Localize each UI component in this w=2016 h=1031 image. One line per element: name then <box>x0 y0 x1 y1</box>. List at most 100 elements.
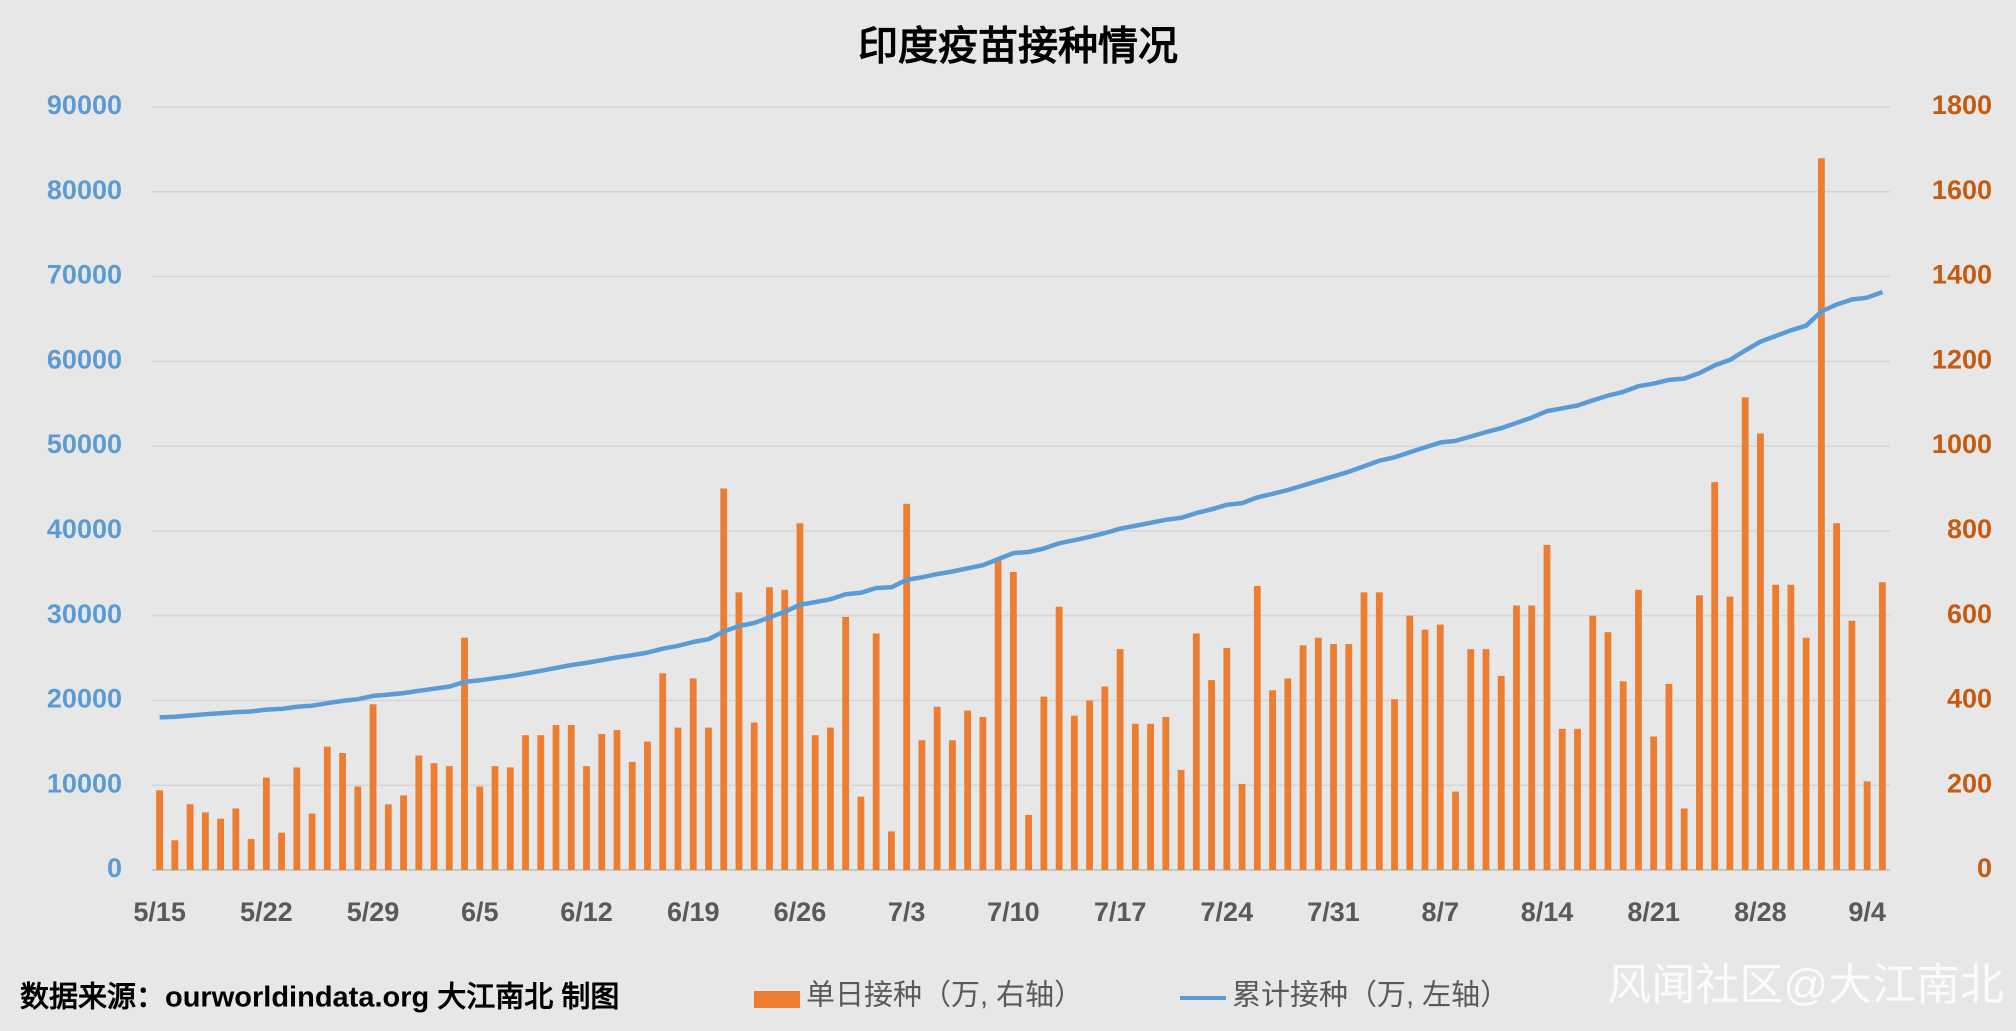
source-note: 数据来源：ourworldindata.org 大江南北 制图 <box>20 981 619 1014</box>
y2-tick-label: 400 <box>1947 684 1992 714</box>
bar <box>1757 433 1764 870</box>
bar <box>1208 680 1215 870</box>
bar <box>1101 686 1109 870</box>
bar <box>537 735 545 870</box>
bar <box>796 523 804 870</box>
y-tick-label: 50000 <box>47 429 122 459</box>
x-tick-label: 6/5 <box>461 897 499 927</box>
bar <box>918 740 926 870</box>
legend-label: 单日接种（万, 右轴） <box>806 979 1083 1012</box>
bar <box>827 727 834 870</box>
bar <box>461 637 468 870</box>
bar <box>384 804 392 870</box>
bar <box>903 503 911 870</box>
bar <box>1192 633 1200 870</box>
bar <box>1025 814 1033 870</box>
bar <box>415 755 423 870</box>
bar <box>750 722 758 870</box>
bar <box>491 766 499 870</box>
bar <box>720 488 728 870</box>
y2-tick-label: 0 <box>1977 853 1992 883</box>
bar <box>1162 716 1170 870</box>
bar <box>1848 620 1856 870</box>
bar <box>735 592 743 870</box>
bar <box>1543 544 1551 870</box>
bar <box>552 725 560 870</box>
bar <box>964 710 972 870</box>
bar <box>186 804 194 870</box>
bar <box>1696 595 1703 870</box>
y2-tick-label: 800 <box>1947 514 1992 544</box>
bar <box>1452 791 1459 870</box>
bar <box>522 735 529 870</box>
bar <box>1467 649 1475 870</box>
bar <box>1391 699 1398 870</box>
bar <box>1726 596 1734 870</box>
y2-tick-label: 200 <box>1947 768 1992 798</box>
bar <box>1009 572 1017 870</box>
bar <box>1055 606 1063 870</box>
bar <box>293 767 301 870</box>
bar <box>1421 629 1429 870</box>
bar <box>1650 736 1658 870</box>
bar <box>644 741 651 870</box>
bar <box>1680 808 1688 870</box>
bar <box>278 832 285 870</box>
bar <box>1238 783 1246 870</box>
y2-tick-label: 1600 <box>1932 175 1992 205</box>
y-tick-label: 60000 <box>47 344 122 374</box>
bar <box>1147 723 1154 870</box>
x-tick-label: 6/12 <box>560 897 613 927</box>
bar <box>1741 397 1749 870</box>
y2-tick-label: 1400 <box>1932 260 1992 290</box>
x-tick-label: 5/29 <box>347 897 400 927</box>
bar <box>1528 605 1536 870</box>
bar <box>1558 728 1566 870</box>
legend-label: 累计接种（万, 左轴） <box>1232 979 1509 1012</box>
bar <box>948 740 956 870</box>
y-tick-label: 70000 <box>47 260 122 290</box>
bar <box>705 727 712 870</box>
bar <box>1772 584 1780 870</box>
y2-tick-label: 1000 <box>1932 429 1992 459</box>
bar <box>781 589 789 870</box>
bar <box>1406 615 1414 870</box>
x-tick-label: 8/14 <box>1521 897 1574 927</box>
x-tick-label: 8/28 <box>1734 897 1787 927</box>
bar <box>766 587 773 870</box>
bar <box>567 725 575 870</box>
x-tick-label: 6/19 <box>667 897 720 927</box>
bar <box>1375 592 1383 870</box>
bar <box>1086 700 1094 870</box>
bar <box>262 777 270 870</box>
bar <box>354 786 362 870</box>
bar <box>1330 644 1337 870</box>
bar <box>1589 615 1597 870</box>
bar <box>1040 696 1048 870</box>
bar <box>201 812 209 870</box>
chart-title: 印度疫苗接种情况 <box>858 25 1178 69</box>
bar <box>1116 649 1124 870</box>
bar <box>842 616 850 870</box>
x-tick-label: 7/3 <box>888 897 926 927</box>
y2-tick-label: 1200 <box>1932 344 1992 374</box>
y-tick-label: 0 <box>107 853 122 883</box>
bar <box>1299 645 1307 870</box>
y-tick-label: 40000 <box>47 514 122 544</box>
bar <box>1284 678 1292 870</box>
y-tick-label: 10000 <box>47 768 122 798</box>
x-tick-label: 5/15 <box>133 897 186 927</box>
bar <box>598 733 606 870</box>
bar <box>1360 592 1368 870</box>
bar <box>171 840 179 870</box>
x-tick-label: 7/24 <box>1201 897 1254 927</box>
bar <box>369 704 377 870</box>
bar <box>1497 675 1505 870</box>
bar <box>1436 624 1444 870</box>
bar <box>583 766 590 870</box>
bar <box>1513 605 1520 870</box>
bar <box>232 808 240 870</box>
bar <box>217 818 225 870</box>
bar <box>933 706 941 870</box>
